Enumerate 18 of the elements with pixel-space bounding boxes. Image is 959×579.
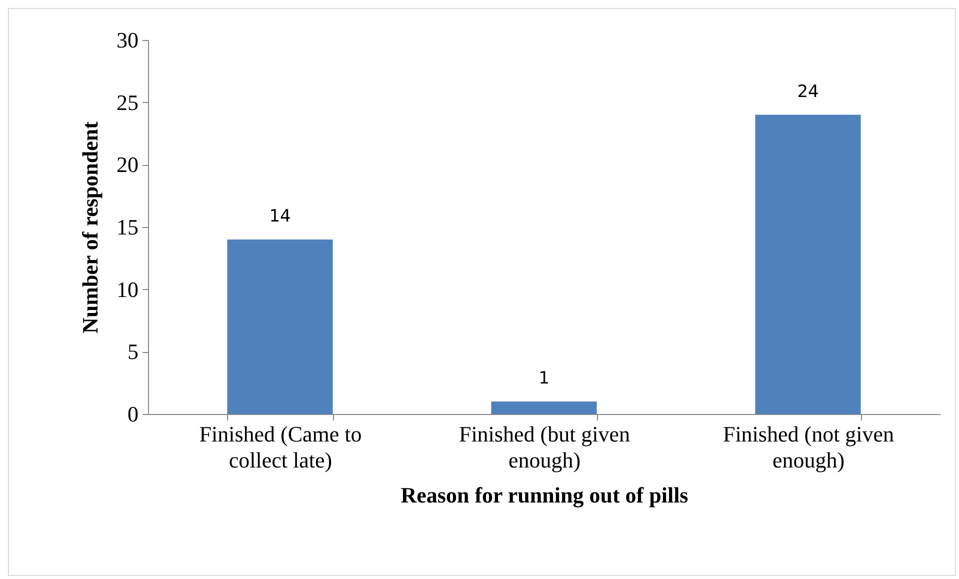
data-label: 24 xyxy=(797,82,819,102)
x-axis-title: Reason for running out of pills xyxy=(400,482,689,508)
data-label: 1 xyxy=(538,368,550,389)
bar xyxy=(227,239,333,414)
data-label: 14 xyxy=(269,206,291,226)
x-tick-label: Finished (but given enough) xyxy=(458,422,630,472)
x-tick-label: Finished (Came to collect late) xyxy=(199,422,362,472)
y-tick-label: 10 xyxy=(116,276,138,302)
y-tick-label: 20 xyxy=(116,152,138,178)
y-tick-label: 25 xyxy=(116,90,138,115)
x-tick-label: Finished (not given enough) xyxy=(722,422,894,472)
y-tick-label: 30 xyxy=(116,28,138,52)
bar xyxy=(491,402,597,414)
bar xyxy=(755,114,861,414)
y-axis-title: Number of respondent xyxy=(78,120,102,334)
y-tick-label: 15 xyxy=(116,214,138,240)
y-tick-label: 0 xyxy=(128,402,138,426)
y-tick-label: 5 xyxy=(128,339,138,364)
